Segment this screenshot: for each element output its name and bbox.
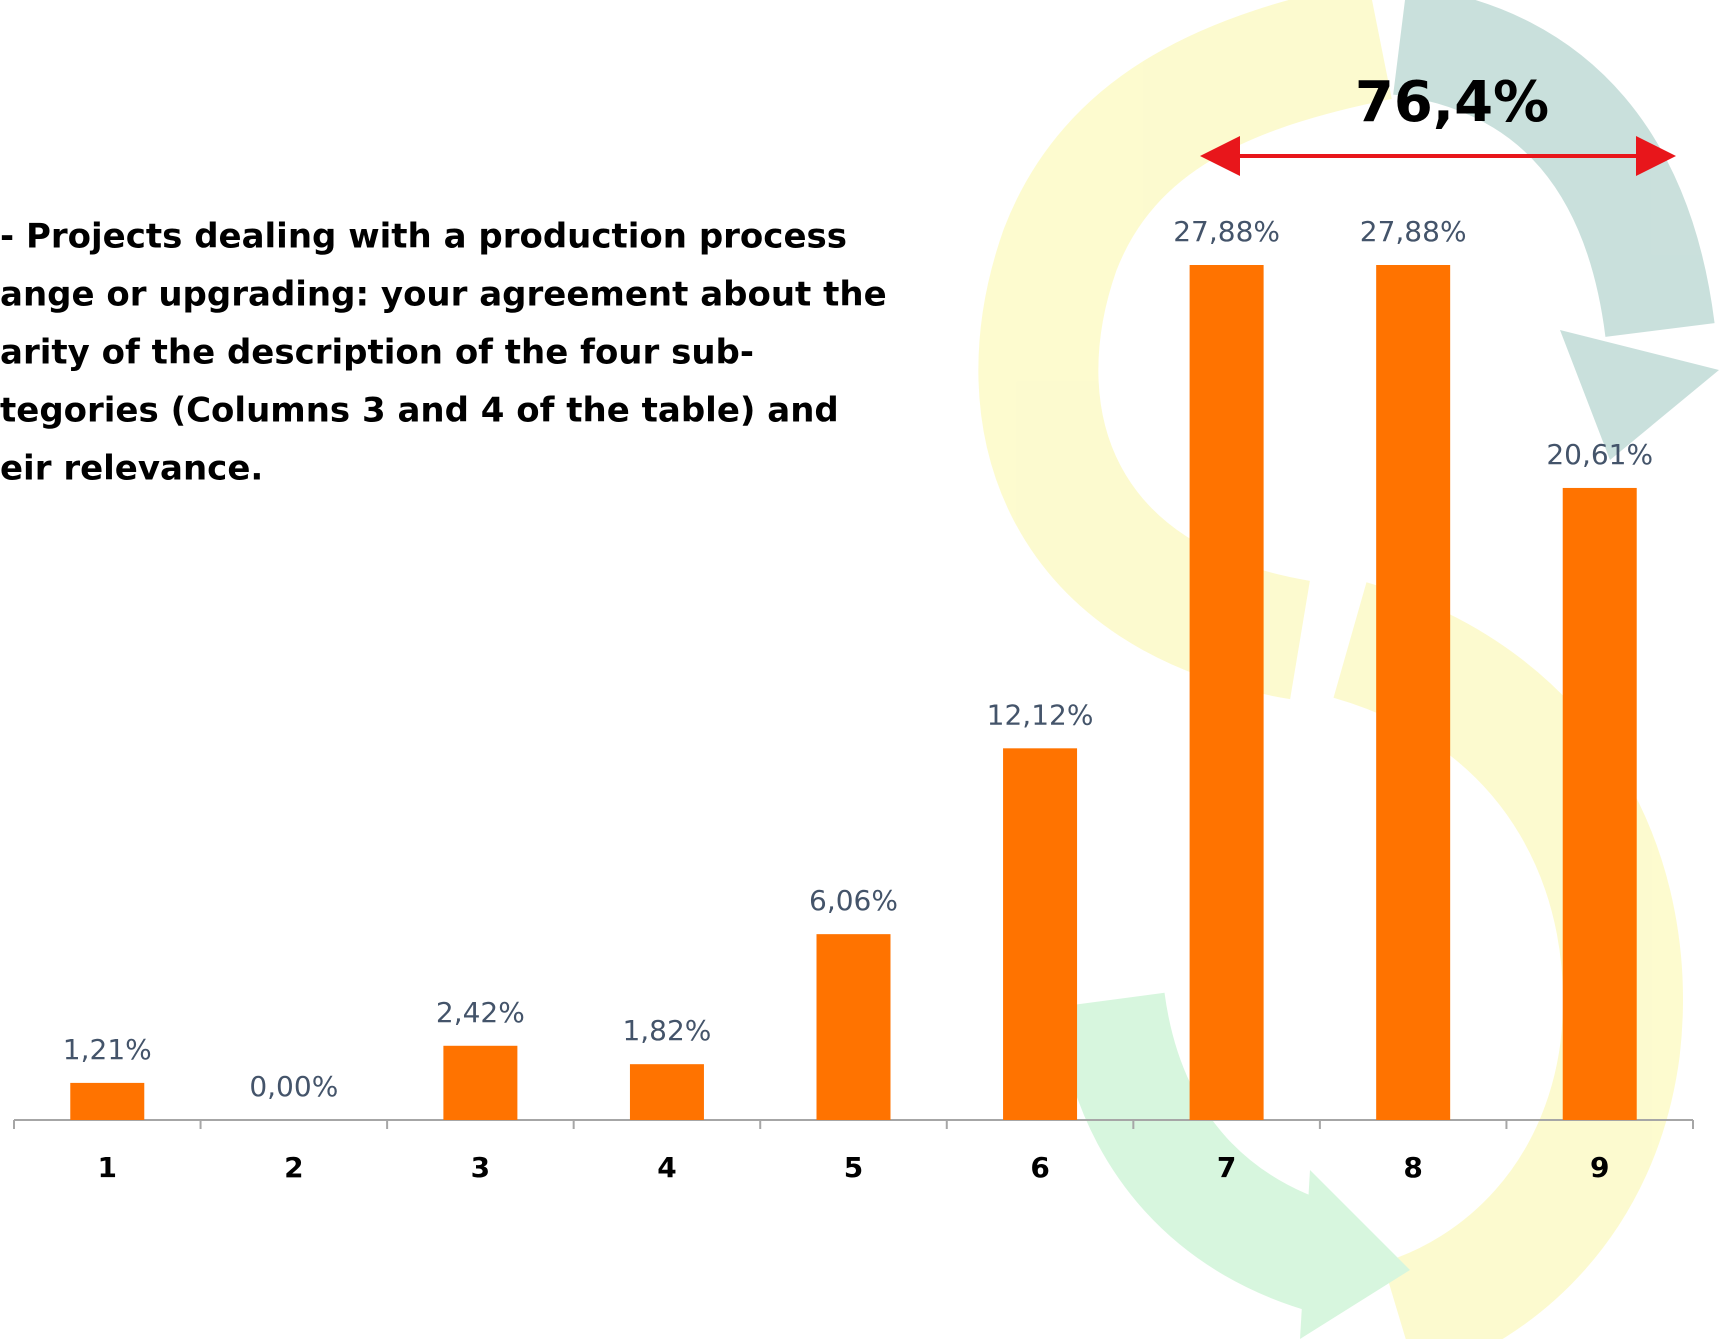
value-label: 1,82% [622, 1014, 711, 1047]
value-label: 27,88% [1173, 215, 1280, 248]
title-line: arity of the description of the four sub… [0, 333, 754, 373]
x-tick-label: 5 [844, 1151, 863, 1184]
bar [1003, 748, 1078, 1120]
value-label: 0,00% [249, 1070, 338, 1103]
deco-arrowhead-green [1300, 1170, 1410, 1339]
deco-arc-teal [1392, 0, 1715, 338]
chart-title: - Projects dealing with a production pro… [0, 217, 887, 489]
deco-arrowhead-teal [1560, 330, 1719, 460]
title-line: - Projects dealing with a production pro… [0, 217, 847, 257]
value-label: 27,88% [1360, 215, 1467, 248]
title-line: tegories (Columns 3 and 4 of the table) … [0, 391, 839, 431]
x-tick-label: 6 [1030, 1151, 1049, 1184]
bar [1376, 265, 1451, 1120]
value-label: 6,06% [809, 884, 898, 917]
title-line: eir relevance. [0, 449, 263, 489]
x-tick-label: 7 [1217, 1151, 1236, 1184]
x-tick-label: 8 [1403, 1151, 1422, 1184]
value-label: 1,21% [63, 1033, 152, 1066]
bar [1562, 487, 1637, 1120]
bar [816, 934, 891, 1120]
x-tick-label: 2 [284, 1151, 303, 1184]
x-tick-label: 4 [657, 1151, 676, 1184]
value-label: 12,12% [987, 698, 1094, 731]
annotation: 76,4% [1355, 70, 1549, 135]
bar [629, 1064, 704, 1120]
value-label: 20,61% [1546, 438, 1653, 471]
x-tick-label: 3 [471, 1151, 490, 1184]
bar [443, 1045, 518, 1120]
bar [1189, 265, 1264, 1120]
bar [70, 1082, 145, 1120]
x-tick-label: 1 [98, 1151, 117, 1184]
value-label: 2,42% [436, 996, 525, 1029]
deco-arc-yellow [978, 0, 1392, 700]
title-line: ange or upgrading: your agreement about … [0, 275, 887, 315]
x-tick-label: 9 [1590, 1151, 1609, 1184]
deco-arc-green [1055, 991, 1346, 1314]
